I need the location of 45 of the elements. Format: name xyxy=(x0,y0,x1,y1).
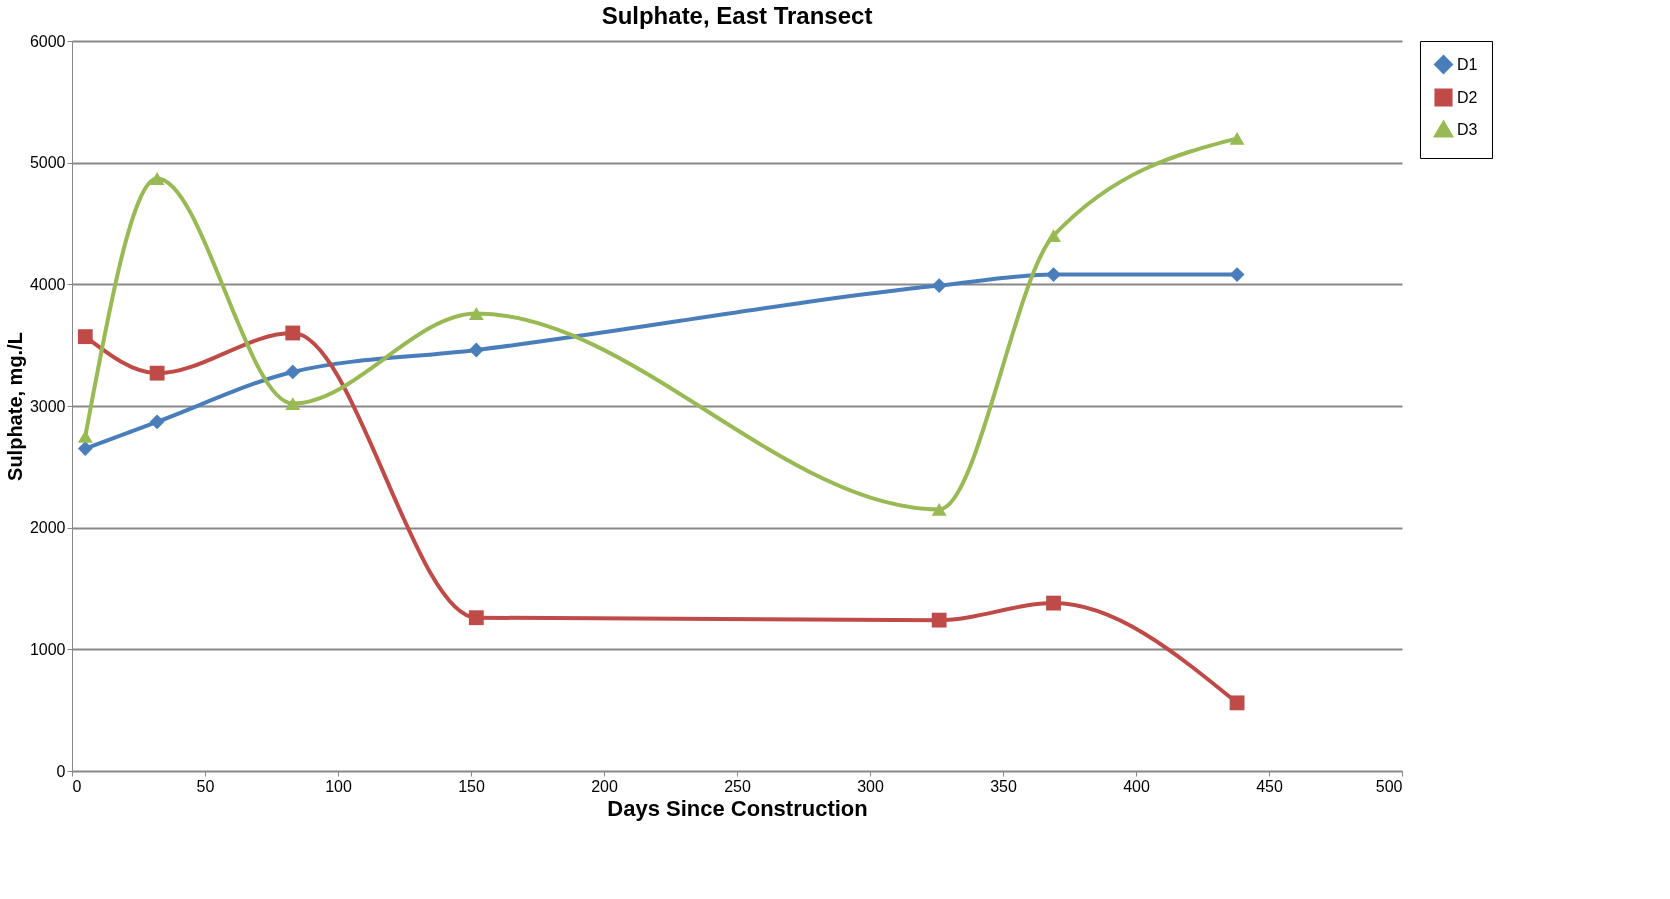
legend-label: D2 xyxy=(1457,88,1478,106)
y-tick-label: 2000 xyxy=(29,519,66,537)
point xyxy=(468,307,484,320)
point xyxy=(1046,229,1061,243)
point xyxy=(468,342,484,358)
x-tick-label: 50 xyxy=(196,777,215,795)
point xyxy=(149,365,165,381)
point xyxy=(149,172,165,185)
point xyxy=(77,441,93,456)
x-axis-title: Days Since Construction xyxy=(607,795,868,821)
x-tick-label: 250 xyxy=(724,777,751,795)
x-tick-label: 0 xyxy=(72,777,82,795)
point xyxy=(1046,595,1061,611)
point xyxy=(1229,131,1245,145)
x-tick-label: 150 xyxy=(458,777,485,795)
y-axis-title: Sulphate, mg./L xyxy=(3,332,26,481)
point xyxy=(149,414,165,430)
y-tick-label: 0 xyxy=(56,762,66,780)
y-tick-label: 1000 xyxy=(29,640,66,658)
point xyxy=(931,502,947,516)
point xyxy=(77,429,93,443)
x-tick-label: 500 xyxy=(1375,777,1403,795)
legend-label: D3 xyxy=(1457,120,1478,138)
x-tick-label: 350 xyxy=(990,777,1017,795)
point xyxy=(931,278,947,293)
point xyxy=(1229,695,1245,711)
x-tick-label: 200 xyxy=(591,777,618,795)
point xyxy=(285,397,301,410)
point xyxy=(468,610,484,626)
point xyxy=(285,364,301,380)
y-tick-label: 6000 xyxy=(29,32,66,50)
x-tick-label: 400 xyxy=(1123,777,1150,795)
y-tick-label: 4000 xyxy=(29,275,66,293)
point xyxy=(77,329,93,345)
y-tick-label: 5000 xyxy=(29,154,66,172)
y-tick-label: 3000 xyxy=(29,397,66,415)
x-tick-label: 300 xyxy=(857,777,884,795)
point xyxy=(285,325,301,341)
point xyxy=(1229,267,1245,283)
point xyxy=(1046,267,1061,283)
chart-title: Sulphate, East Transect xyxy=(601,2,873,29)
legend-label: D1 xyxy=(1457,55,1478,73)
point xyxy=(931,612,947,628)
x-tick-label: 450 xyxy=(1256,777,1283,795)
x-tick-label: 100 xyxy=(325,777,352,795)
